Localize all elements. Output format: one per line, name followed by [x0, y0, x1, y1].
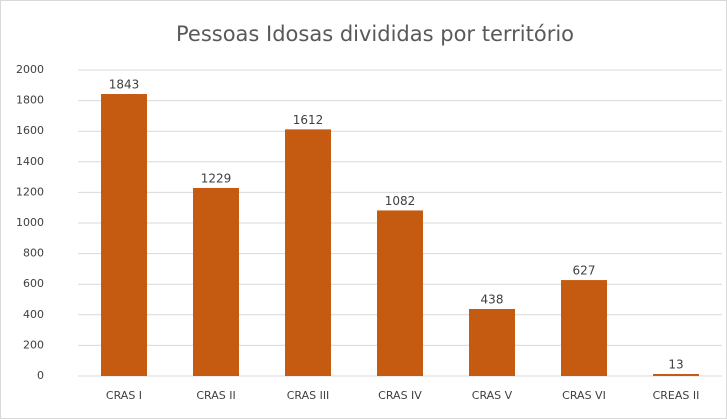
y-tick-label: 1200	[16, 185, 44, 198]
x-tick-label: CRAS III	[287, 389, 330, 402]
x-tick-label: CRAS VI	[562, 389, 606, 402]
data-label: 1229	[201, 171, 232, 185]
bar	[101, 94, 147, 377]
chart-title: Pessoas Idosas divididas por território	[176, 22, 574, 46]
y-tick-label: 1800	[16, 94, 44, 107]
data-label: 1082	[385, 194, 416, 208]
y-tick-label: 1000	[16, 216, 44, 229]
y-tick-label: 2000	[16, 63, 44, 76]
data-label: 438	[481, 292, 504, 306]
x-tick-label: CRAS II	[196, 389, 235, 402]
bar	[193, 187, 239, 376]
y-tick-label: 1400	[16, 155, 44, 168]
data-label: 1843	[109, 78, 140, 92]
data-label: 1612	[293, 113, 324, 127]
bar	[561, 280, 607, 376]
x-tick-label: CREAS II	[653, 389, 700, 402]
y-tick-label: 800	[23, 247, 44, 260]
data-label: 13	[668, 358, 683, 372]
y-tick-label: 1600	[16, 124, 44, 137]
x-tick-label: CRAS V	[472, 389, 513, 402]
data-label: 627	[573, 264, 596, 278]
y-tick-label: 600	[23, 277, 44, 290]
bar	[469, 308, 515, 376]
x-tick-label: CRAS IV	[378, 389, 422, 402]
bar	[653, 374, 699, 376]
x-tick-label: CRAS I	[106, 389, 142, 402]
bar	[377, 210, 423, 376]
bar	[285, 129, 331, 376]
y-tick-label: 0	[37, 369, 44, 382]
y-tick-label: 200	[23, 338, 44, 351]
y-tick-label: 400	[23, 308, 44, 321]
